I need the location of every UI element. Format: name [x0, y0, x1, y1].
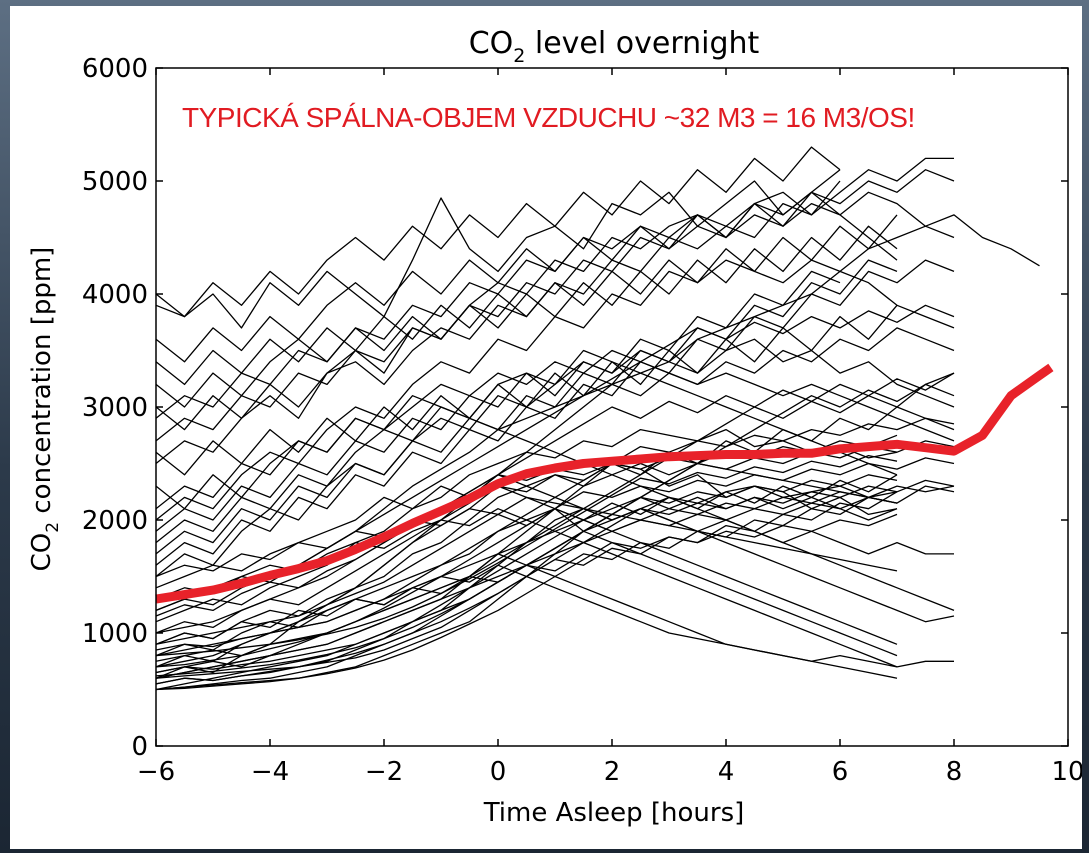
- individual-series-line-42: [155, 417, 955, 651]
- individual-series-line-21: [155, 349, 955, 510]
- x-tick-label: 2: [604, 757, 621, 787]
- individual-series-line-37: [155, 214, 898, 386]
- individual-series-line-7: [155, 564, 954, 668]
- individual-series-layer: [155, 146, 1040, 691]
- x-tick-label: −6: [137, 757, 175, 787]
- individual-series-line-34: [155, 395, 955, 662]
- y-tick-label: 2000: [82, 506, 148, 536]
- y-tick-label: 4000: [82, 280, 148, 310]
- y-axis-label-subscript: 2: [43, 522, 63, 533]
- x-tick-label: 0: [490, 757, 507, 787]
- mean-series-layer: [155, 363, 1054, 604]
- individual-series-line-26: [155, 259, 955, 566]
- y-tick-label: 6000: [82, 54, 148, 84]
- x-tick-label: 6: [832, 757, 849, 787]
- individual-series-line-50: [155, 485, 955, 645]
- individual-series-line-13: [155, 259, 955, 521]
- chart-frame: −6 −4 −2 0 2 4 6 8 10 0 1000 2000 3000 4000 5000 6000 C…: [10, 6, 1082, 849]
- individual-series-line-43: [155, 513, 898, 691]
- y-tick-label: 5000: [82, 167, 148, 197]
- individual-series-line-47: [155, 496, 898, 578]
- individual-series-line-12: [155, 508, 898, 668]
- individual-series-line-46: [155, 457, 955, 668]
- individual-series-line-17: [155, 462, 898, 674]
- individual-series-line-33: [155, 349, 898, 532]
- individual-series-line-40: [155, 395, 955, 612]
- individual-series-line-23: [155, 327, 955, 668]
- x-tick-label: 8: [946, 757, 963, 787]
- mean-series-line: [155, 363, 1054, 604]
- chart-title: CO2 level overnight: [469, 26, 760, 67]
- individual-series-line-51: [155, 454, 898, 657]
- individual-series-line-10: [155, 191, 898, 363]
- individual-series-line-9: [155, 485, 955, 679]
- individual-series-line-15: [155, 508, 954, 691]
- y-tick-label: 0: [131, 732, 148, 762]
- y-axis-label: CO2 concentration [ppm]: [27, 247, 63, 572]
- y-tick-label: 1000: [82, 619, 148, 649]
- individual-series-line-24: [155, 146, 841, 318]
- individual-series-line-35: [155, 508, 898, 668]
- co2-line-chart: −6 −4 −2 0 2 4 6 8 10 0 1000 2000 3000 4000 5000 6000 C…: [27, 26, 1082, 828]
- x-tick-label: 4: [718, 757, 735, 787]
- chart-title-subscript: 2: [513, 45, 525, 67]
- individual-series-line-11: [155, 372, 955, 645]
- axis-ticks-layer: −6 −4 −2 0 2 4 6 8 10 0 1000 2000 3000 4000 5000 6000: [82, 54, 1082, 787]
- individual-series-line-19: [155, 225, 898, 408]
- y-tick-label: 3000: [82, 393, 148, 423]
- individual-series-line-20: [155, 496, 898, 685]
- x-axis-label: Time Asleep [hours]: [483, 798, 745, 828]
- individual-series-line-5: [155, 485, 898, 691]
- individual-series-line-49: [155, 304, 898, 476]
- individual-series-line-44: [155, 169, 955, 419]
- individual-series-line-38: [155, 372, 955, 634]
- x-tick-label: 10: [1051, 757, 1082, 787]
- x-tick-label: −4: [251, 757, 289, 787]
- individual-series-line-30: [155, 191, 955, 442]
- individual-series-line-41: [155, 259, 898, 555]
- individual-series-line-39: [155, 491, 898, 679]
- x-tick-label: −2: [365, 757, 403, 787]
- individual-series-line-2: [155, 169, 841, 329]
- annotation-text: TYPICKÁ SPÁLNA-OBJEM VZDUCHU ~32 M3 = 16…: [182, 102, 915, 133]
